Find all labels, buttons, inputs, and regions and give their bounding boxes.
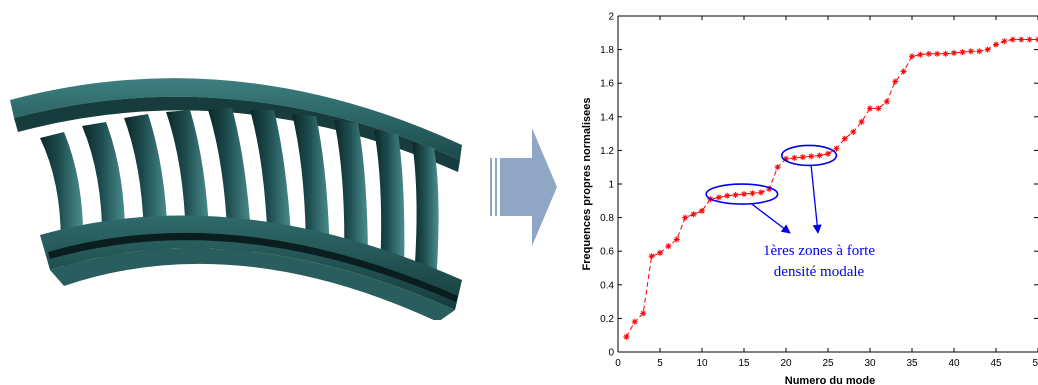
data-point (757, 189, 764, 196)
annotation-line-1: 1ères zones à forte (763, 243, 875, 259)
data-point (631, 318, 638, 325)
data-point (917, 51, 924, 58)
data-point (959, 49, 966, 56)
data-point (909, 53, 915, 60)
data-point (900, 68, 907, 75)
data-point (640, 310, 647, 317)
annotation-line-2: densité modale (774, 264, 865, 280)
data-point (825, 150, 831, 157)
data-point (1001, 38, 1008, 45)
data-point (833, 145, 840, 152)
highlight-zone (781, 144, 838, 167)
data-point (883, 98, 890, 105)
data-point (799, 154, 806, 161)
x-tick-label: 40 (948, 358, 960, 369)
data-point (741, 191, 747, 198)
data-point (841, 135, 848, 142)
inner-band-lower (50, 248, 455, 320)
data-point (942, 50, 949, 57)
y-tick-label: 1 (608, 180, 614, 191)
data-point (648, 253, 655, 260)
x-tick-label: 15 (738, 358, 750, 369)
pointer-arrow (751, 203, 791, 234)
data-point (867, 105, 873, 112)
y-tick-label: 0 (608, 348, 614, 359)
x-tick-label: 5 (657, 358, 663, 369)
plot-area: 00.20.40.60.811.21.41.61.820 5 10 15 20 25 30 3… (600, 12, 1038, 369)
data-point (715, 194, 722, 201)
data-point (967, 48, 974, 55)
data-point (774, 164, 781, 171)
data-point (1018, 36, 1025, 43)
data-point (1026, 36, 1033, 43)
outer-band-side (14, 96, 460, 172)
outer-band (10, 78, 462, 160)
y-tick-label: 1.8 (600, 45, 614, 56)
inner-band-groove (48, 232, 458, 302)
data-point (951, 49, 957, 56)
x-tick-label: 20 (780, 358, 792, 369)
data-point (657, 249, 663, 256)
x-tick-label: 30 (864, 358, 876, 369)
data-point (791, 154, 798, 161)
pointer-arrow (810, 165, 822, 234)
data-point (875, 105, 882, 112)
y-tick-label: 1.2 (600, 146, 614, 157)
highlight-zone (705, 183, 779, 205)
data-point (993, 41, 999, 48)
data-point (665, 243, 672, 250)
x-tick-label: 25 (822, 358, 834, 369)
x-tick-label: 10 (696, 358, 708, 369)
frequency-chart: 00.20.40.60.811.21.41.61.820 5 10 15 20 25 30 3… (581, 12, 1038, 385)
x-axis-title: Numero du mode (785, 375, 875, 385)
series-line (625, 39, 1038, 338)
bladed-disk-sector-icon (10, 78, 462, 320)
data-point (808, 153, 815, 160)
x-tick-label: 35 (906, 358, 918, 369)
y-tick-label: 2 (608, 12, 614, 23)
y-tick-label: 1.6 (600, 79, 614, 90)
y-axis-title: Frequences propres normalisees (581, 97, 593, 270)
y-tick-label: 0.8 (600, 213, 614, 224)
y-tick-label: 0.4 (600, 280, 614, 291)
data-point (925, 50, 932, 57)
data-point (673, 236, 680, 243)
data-point (984, 46, 991, 53)
data-point (724, 192, 731, 199)
right-arrow-icon (490, 128, 557, 246)
data-point (690, 211, 697, 218)
data-point (892, 78, 899, 85)
data-point (732, 191, 739, 198)
data-point (623, 333, 630, 340)
x-tick-label: 50 (1032, 358, 1038, 369)
data-point (1009, 36, 1016, 43)
data-point (699, 207, 705, 214)
data-point (934, 50, 941, 57)
x-tick-label: 45 (990, 358, 1002, 369)
data-point (858, 118, 865, 125)
data-point (816, 152, 823, 159)
y-tick-label: 1.4 (600, 112, 614, 123)
x-tick-label: 0 (615, 358, 621, 369)
data-point (749, 190, 756, 197)
data-point (682, 214, 689, 221)
y-tick-label: 0.6 (600, 247, 614, 258)
data-point (976, 48, 983, 55)
y-tick-label: 0.2 (600, 314, 614, 325)
data-point (850, 128, 857, 135)
data-point (1035, 36, 1038, 43)
